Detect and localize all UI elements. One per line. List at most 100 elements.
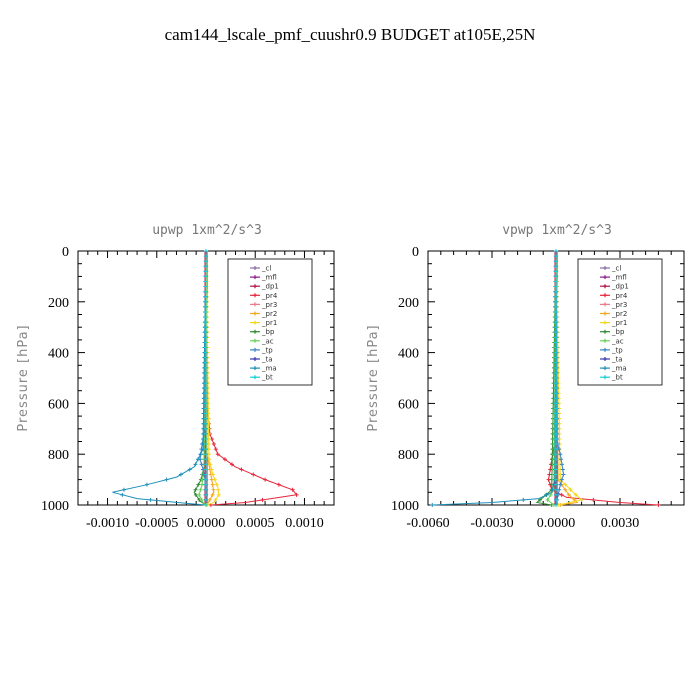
series-marker (204, 436, 208, 441)
series-marker (204, 406, 208, 411)
legend-box (577, 258, 663, 386)
legend-upwp: _cl_mfl_dp1_pr4_pr3_pr2_pr1_bp_ac_tp_ta_… (227, 258, 313, 386)
series-marker (204, 350, 208, 355)
series-marker (554, 431, 558, 436)
series-marker (554, 350, 558, 355)
series-marker (229, 462, 234, 467)
x-tick-label: 0.0000 (537, 516, 576, 531)
series-marker (204, 370, 208, 375)
legend-label: _ma (611, 365, 627, 373)
series-marker (204, 259, 208, 264)
series-marker (554, 335, 558, 340)
legend-marker (253, 320, 257, 325)
series-marker (554, 472, 558, 477)
legend-box (227, 258, 313, 386)
legend-marker (603, 284, 607, 289)
series-marker (204, 492, 208, 497)
series-marker (554, 284, 558, 289)
x-tick-label: 0.0005 (236, 516, 275, 531)
series-marker (204, 289, 208, 294)
y-tick-label: 1000 (391, 499, 419, 514)
panel-vpwp: vpwp 1xm^2/s^3 Pressure [hPa] 0 200 400 600… (366, 223, 685, 531)
series-marker (204, 497, 208, 502)
legend-label: _pr2 (611, 310, 627, 318)
series-marker (559, 477, 564, 482)
series-marker (204, 426, 208, 431)
series-marker (196, 482, 201, 487)
series-marker (195, 457, 200, 462)
legend-marker (603, 375, 607, 380)
series-marker (204, 304, 208, 309)
legend-label: _bt (611, 374, 623, 382)
series-marker (204, 284, 208, 289)
series-marker (204, 376, 208, 380)
series-marker (204, 249, 208, 253)
series-marker (559, 462, 564, 467)
series-marker (204, 431, 208, 436)
tick-labels-upwp: 0 200 400 600 800 1000 -0.0010 -0.0005 0.0000 0.0… (41, 245, 324, 531)
series-marker (204, 396, 208, 401)
series-marker (554, 421, 558, 426)
series-marker (554, 259, 558, 264)
legend-marker (253, 347, 257, 352)
series-marker (591, 497, 596, 502)
legend-label: _bt (261, 374, 273, 382)
legend-label: _ac (611, 337, 624, 345)
axis-ticks-upwp (77, 250, 335, 506)
series-marker (204, 325, 208, 330)
series-marker (554, 289, 558, 294)
legend-marker (253, 366, 257, 371)
series-marker (209, 467, 214, 472)
series-marker (554, 467, 558, 472)
legend-marker (603, 357, 607, 361)
series-marker (204, 345, 208, 350)
legend-label: _ta (611, 356, 623, 364)
series-marker (204, 482, 208, 487)
legend-label: _pr1 (611, 319, 627, 327)
legend-marker (253, 302, 257, 307)
series-marker (199, 497, 204, 502)
series-marker (554, 391, 558, 396)
y-tick-label: 1000 (41, 499, 69, 514)
series-marker (204, 487, 208, 492)
series-marker (197, 492, 202, 497)
series-marker (554, 304, 558, 309)
legend-label: _pr4 (261, 292, 278, 300)
x-tick-label: -0.0030 (470, 516, 513, 531)
legend-label: _ta (261, 356, 273, 364)
series-marker (207, 497, 212, 502)
series-line-ma (432, 250, 557, 506)
series-marker (204, 386, 208, 391)
series-marker (579, 497, 584, 502)
series-marker (204, 315, 208, 320)
series-marker (554, 325, 558, 330)
series-marker (204, 452, 208, 457)
legend-marker (603, 293, 607, 298)
series-marker (204, 365, 208, 370)
series-markers-ma (430, 249, 558, 507)
series-marker (554, 503, 558, 507)
series-marker (204, 401, 208, 406)
series-marker (554, 274, 558, 279)
series-marker (548, 492, 553, 497)
series-marker (560, 467, 565, 472)
legend-label: _ma (261, 365, 277, 373)
series-marker (204, 355, 208, 360)
series-marker (554, 269, 558, 274)
series-marker (204, 416, 208, 421)
legend-label: _bp (611, 328, 625, 336)
legend-marker (253, 311, 257, 316)
series-marker (121, 487, 126, 492)
y-tick-label: 0 (412, 245, 419, 260)
series-marker (558, 452, 563, 457)
series-marker (208, 462, 213, 467)
series-marker (204, 299, 208, 304)
legend-marker (603, 320, 607, 325)
series-marker (554, 299, 558, 304)
legend-marker (603, 275, 607, 280)
y-tick-label: 800 (398, 448, 419, 463)
series-marker (193, 462, 198, 467)
series-marker (554, 497, 558, 502)
series-marker (204, 274, 208, 279)
